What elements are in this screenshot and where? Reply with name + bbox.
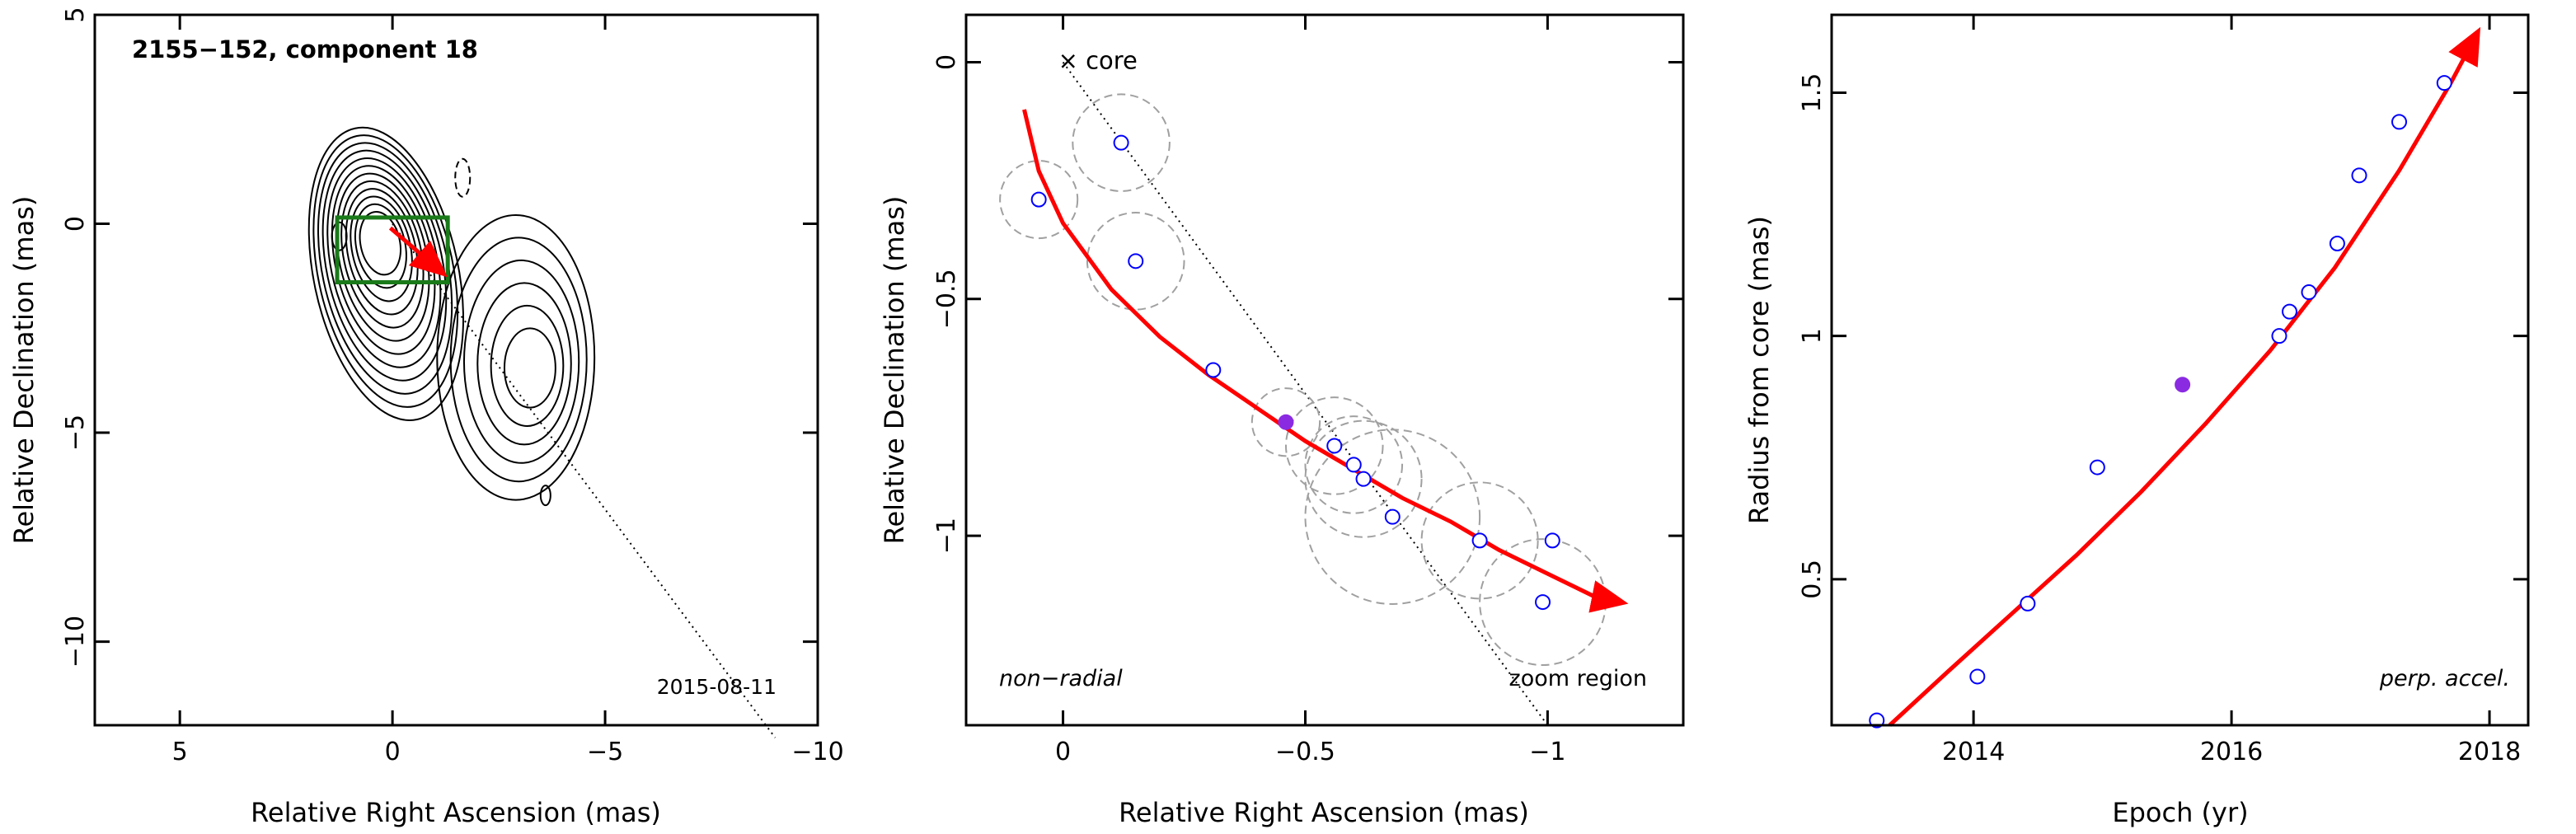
panel3-data-point — [2282, 303, 2298, 320]
panel2-ticks: 0 −0.5 −1 0 −0.5 −1 — [932, 15, 1683, 766]
panel3-ytick-label: 0.5 — [1798, 560, 1827, 599]
panel1-jet-contour — [503, 327, 556, 409]
panel-position-zoom: × core 0 −0.5 −1 0 −0.5 −1 non−radial zoom re… — [879, 13, 1685, 828]
panel3-plot-frame — [1830, 13, 2530, 727]
panel3-data-point — [2089, 459, 2105, 476]
panel1-ytick-label: 0 — [61, 216, 90, 232]
panel1-ticks: 5 0 −5 −10 5 0 −5 −10 — [61, 7, 844, 766]
panel2-data-point — [1355, 471, 1372, 487]
panel1-ytick-label: −5 — [61, 415, 90, 451]
panel1-ytick-label: 5 — [61, 7, 90, 22]
panel2-ytick-label: −1 — [932, 518, 961, 554]
panel3-xtick-label: 2016 — [2200, 738, 2263, 766]
panel1-xlabel: Relative Right Ascension (mas) — [251, 797, 661, 828]
panel1-small-contour — [539, 485, 551, 507]
panel1-xtick-label: 0 — [385, 738, 401, 766]
panel3-ticks: 2014 2016 2018 0.5 1 1.5 — [1798, 15, 2528, 766]
panel1-jet-contour — [476, 282, 572, 446]
panel2-data-point — [1544, 532, 1560, 549]
panel3-data-point — [2301, 284, 2317, 301]
panel1-motion-arrow — [388, 226, 448, 278]
panel1-data-layer — [307, 126, 777, 738]
panel2-plot-frame — [964, 13, 1685, 727]
panel3-ylabel: Radius from core (mas) — [1743, 216, 1775, 524]
panel3-data-point — [2020, 595, 2036, 611]
panel3-data-point — [2329, 235, 2345, 251]
panel1-zoom-box — [335, 215, 450, 285]
panel2-data-point — [1205, 362, 1222, 378]
panel3-data-point — [2391, 114, 2408, 130]
panel1-plot-frame — [93, 13, 819, 727]
panel-radius-epoch: 2014 2016 2018 0.5 1 1.5 perp. accel. Epoch (… — [1743, 13, 2530, 828]
panel1-jet-contour — [449, 237, 588, 483]
panel1-core-contour — [312, 134, 459, 408]
panel2-error-circle — [1420, 481, 1539, 600]
panel3-xtick-label: 2014 — [1942, 738, 2005, 766]
panel3-data-point — [2436, 75, 2452, 91]
panel2-error-circle — [999, 160, 1079, 240]
panel2-core-label: × core — [1058, 46, 1138, 74]
panel3-fit-curve — [1888, 26, 2481, 727]
panel1-negative-contour — [454, 157, 472, 198]
panel2-data-point — [1030, 191, 1047, 208]
panel3-data-point — [2351, 167, 2367, 184]
panel2-data-point — [1384, 508, 1401, 525]
panel2-xtick-label: 0 — [1055, 738, 1071, 766]
panel3-data-point — [2271, 328, 2287, 344]
panel1-radial-line — [392, 223, 777, 738]
panel1-jet-contour — [462, 259, 580, 464]
panel1-core-contour — [307, 126, 465, 421]
panel2-data-point — [1128, 253, 1144, 269]
panel3-xtick-label: 2018 — [2458, 738, 2521, 766]
panel3-data-point — [1969, 668, 1986, 685]
panel2-ytick-label: −0.5 — [932, 269, 961, 329]
panel3-annotation-perp-accel: perp. accel. — [2379, 666, 2510, 691]
panel2-annotation-zoom-region: zoom region — [1509, 666, 1647, 691]
panel-contour-map: 5 0 −5 −10 5 0 −5 −10 2155−152, component 18 20… — [8, 7, 844, 828]
panel2-annotation-non-radial: non−radial — [999, 666, 1123, 691]
panel2-data-point — [1345, 457, 1362, 473]
panel1-xtick-label: −10 — [791, 738, 843, 766]
panel1-jet-contour — [436, 213, 596, 501]
panel2-error-circle — [1304, 429, 1481, 605]
panel3-xlabel: Epoch (yr) — [2112, 797, 2248, 828]
panel1-xtick-label: −5 — [587, 738, 623, 766]
panel3-data-layer — [1869, 26, 2481, 729]
panel2-data-layer: × core — [999, 46, 1629, 726]
panel2-xtick-label: −0.5 — [1275, 738, 1335, 766]
panel2-error-circle — [1304, 419, 1423, 538]
panel3-highlight-point — [2175, 377, 2191, 393]
panel2-xlabel: Relative Right Ascension (mas) — [1119, 797, 1529, 828]
panel2-error-circle — [1250, 387, 1321, 457]
panel2-ylabel: Relative Declination (mas) — [879, 196, 910, 545]
panel2-error-circle — [1304, 415, 1404, 514]
panel2-error-circle — [1072, 93, 1171, 192]
panel2-data-point — [1471, 532, 1488, 549]
panel2-data-point — [1535, 594, 1551, 611]
panel3-data-point — [1869, 712, 1885, 729]
panel1-title: 2155−152, component 18 — [132, 35, 478, 63]
panel2-ytick-label: 0 — [932, 54, 961, 70]
panel1-ylabel: Relative Declination (mas) — [8, 196, 40, 545]
panel3-ytick-label: 1 — [1798, 328, 1827, 344]
panel3-ytick-label: 1.5 — [1798, 73, 1827, 113]
panel2-xtick-label: −1 — [1529, 738, 1565, 766]
panel2-radial-line — [1062, 61, 1549, 726]
panel2-data-point — [1326, 438, 1343, 454]
panel1-ytick-label: −10 — [61, 616, 90, 668]
panel2-data-point — [1113, 134, 1129, 151]
panel1-xtick-label: 5 — [172, 738, 188, 766]
panel1-epoch-label: 2015-08-11 — [657, 675, 777, 699]
panel1-core-contour — [359, 211, 401, 276]
panel2-fit-curve — [1022, 109, 1629, 613]
panel2-error-circle — [1086, 212, 1185, 311]
panel1-small-contour — [331, 221, 348, 251]
panel1-jet-contour — [490, 304, 565, 428]
panel2-error-circle — [1284, 396, 1384, 495]
panel2-highlight-point — [1278, 414, 1294, 430]
